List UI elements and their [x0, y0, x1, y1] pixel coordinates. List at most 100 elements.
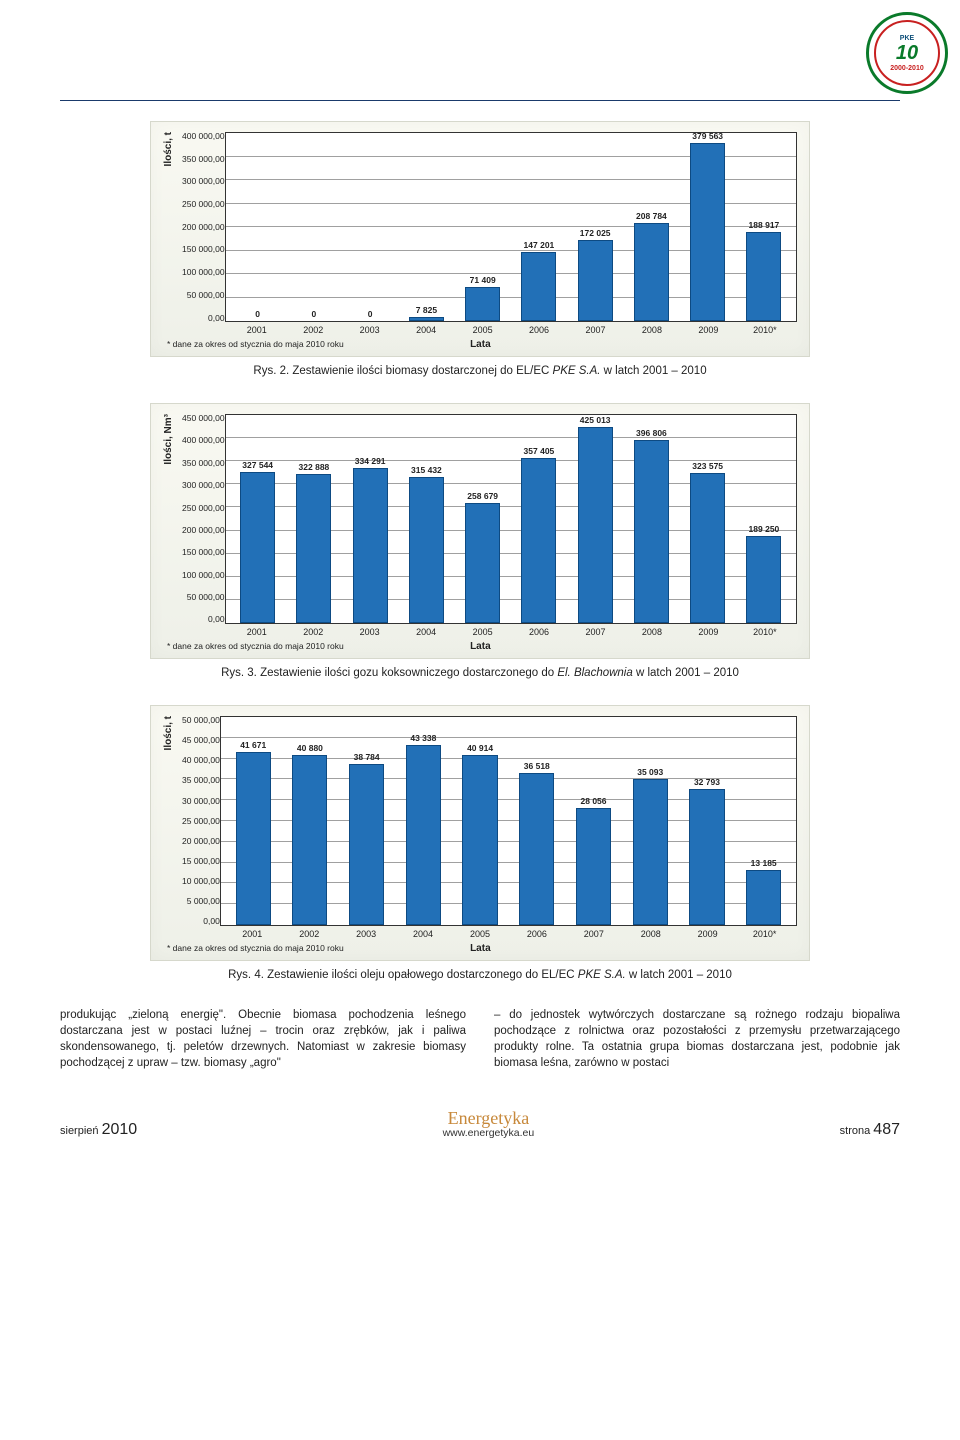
chart3-y-ticks: 0,005 000,0010 000,0015 000,0020 000,002…: [182, 716, 220, 926]
bar-value-label: 396 806: [623, 428, 679, 438]
footer-left: sierpień 2010: [60, 1121, 137, 1139]
bar: [746, 232, 781, 321]
bar: [296, 474, 331, 623]
bar-value-label: 28 056: [565, 796, 622, 806]
bar-slot: 322 888: [286, 415, 342, 623]
bar-slot: 323 575: [680, 415, 736, 623]
chart1-x-label: Lata: [224, 339, 737, 350]
bar: [521, 458, 556, 623]
bar-slot: 188 917: [736, 133, 792, 321]
bar: [465, 503, 500, 623]
bar-value-label: 32 793: [679, 777, 736, 787]
bar: [578, 427, 613, 623]
bar-slot: 32 793: [679, 717, 736, 925]
bar-slot: 172 025: [567, 133, 623, 321]
bar-value-label: 357 405: [511, 446, 567, 456]
bar-slot: 357 405: [511, 415, 567, 623]
bar-value-label: 379 563: [680, 131, 736, 141]
bar-slot: 28 056: [565, 717, 622, 925]
bar: [349, 764, 384, 925]
body-col-left: produkując „zieloną energię". Obecnie bi…: [60, 1007, 466, 1071]
chart1-plot: 0007 82571 409147 201172 025208 784379 5…: [225, 132, 797, 322]
bar-value-label: 208 784: [623, 211, 679, 221]
bar-slot: 36 518: [508, 717, 565, 925]
bar-value-label: 188 917: [736, 220, 792, 230]
chart3-x-ticks: 2001200220032004200520062007200820092010…: [220, 926, 797, 939]
bar: [690, 473, 725, 623]
bar-value-label: 38 784: [338, 752, 395, 762]
chart2-x-ticks: 2001200220032004200520062007200820092010…: [225, 624, 797, 637]
bar-value-label: 36 518: [508, 761, 565, 771]
bar-slot: 35 093: [622, 717, 679, 925]
logo-ten: 10: [896, 42, 918, 65]
bar-value-label: 0: [342, 309, 398, 319]
bar-value-label: 258 679: [455, 491, 511, 501]
chart2-y-ticks: 0,0050 000,00100 000,00150 000,00200 000…: [182, 414, 225, 624]
bar-slot: 0: [342, 133, 398, 321]
chart1-x-ticks: 2001200220032004200520062007200820092010…: [225, 322, 797, 335]
bar-value-label: 7 825: [398, 305, 454, 315]
chart3-plot: 41 67140 88038 78443 33840 914 36 518 28 0…: [220, 716, 797, 926]
bar-slot: 327 544: [230, 415, 286, 623]
bar-slot: 425 013: [567, 415, 623, 623]
bar: [353, 468, 388, 623]
bar-value-label: 334 291: [342, 456, 398, 466]
chart2-plot: 327 544322 888334 291315 432258 679 357 4…: [225, 414, 797, 624]
chart1-y-ticks: 0,0050 000,00100 000,00150 000,00200 000…: [182, 132, 225, 322]
bar: [634, 223, 669, 321]
bar: [690, 143, 725, 321]
bar-value-label: 40 914: [452, 743, 509, 753]
bar-value-label: 71 409: [455, 275, 511, 285]
caption-2: Rys. 3. Zestawienie ilości gozu koksowni…: [60, 667, 900, 679]
bar: [462, 755, 497, 925]
bar: [409, 317, 444, 321]
bar-value-label: 147 201: [511, 240, 567, 250]
bar: [633, 779, 668, 925]
bar-slot: 379 563: [680, 133, 736, 321]
footer-center: Energetyka www.energetyka.eu: [137, 1109, 839, 1139]
bar-slot: 334 291: [342, 415, 398, 623]
bar-value-label: 13 185: [735, 858, 792, 868]
bar: [746, 870, 781, 925]
bar-value-label: 189 250: [736, 524, 792, 534]
footer-brand: Energetyka: [137, 1109, 839, 1127]
bar: [519, 773, 554, 925]
chart-3-fuel-oil: Ilości, t 0,005 000,0010 000,0015 000,00…: [150, 705, 810, 961]
bar-value-label: 0: [286, 309, 342, 319]
bar-slot: 40 880: [282, 717, 339, 925]
bar: [576, 808, 611, 925]
logo-years: 2000-2010: [890, 65, 923, 72]
bar: [578, 240, 613, 321]
bar: [746, 536, 781, 623]
bar: [406, 745, 441, 925]
bar-slot: 13 185: [735, 717, 792, 925]
bar-value-label: 41 671: [225, 740, 282, 750]
bar: [292, 755, 327, 925]
logo-abbrev: PKE: [900, 35, 914, 42]
bar-value-label: 322 888: [286, 462, 342, 472]
bar: [465, 287, 500, 321]
bar-slot: 396 806: [623, 415, 679, 623]
bar-value-label: 0: [230, 309, 286, 319]
bar-slot: 189 250: [736, 415, 792, 623]
bar: [634, 440, 669, 623]
bar-value-label: 172 025: [567, 228, 623, 238]
caption-3: Rys. 4. Zestawienie ilości oleju opałowe…: [60, 969, 900, 981]
bar-slot: 315 432: [398, 415, 454, 623]
bar-value-label: 425 013: [567, 415, 623, 425]
bar: [236, 752, 271, 925]
bar-slot: 38 784: [338, 717, 395, 925]
bar-slot: 43 338: [395, 717, 452, 925]
bar: [240, 472, 275, 623]
bar-slot: 0: [286, 133, 342, 321]
bar-slot: 41 671: [225, 717, 282, 925]
chart-1-biomass: Ilości, t 0,0050 000,00100 000,00150 000…: [150, 121, 810, 357]
bar-value-label: 323 575: [680, 461, 736, 471]
bar-slot: 0: [230, 133, 286, 321]
pke-anniversary-logo: PKE 10 2000-2010: [862, 8, 952, 98]
bar: [409, 477, 444, 623]
page-footer: sierpień 2010 Energetyka www.energetyka.…: [60, 1109, 900, 1139]
bar-slot: 71 409: [455, 133, 511, 321]
chart3-x-label: Lata: [224, 943, 737, 954]
chart2-y-label: Ilości, Nm³: [163, 414, 174, 465]
